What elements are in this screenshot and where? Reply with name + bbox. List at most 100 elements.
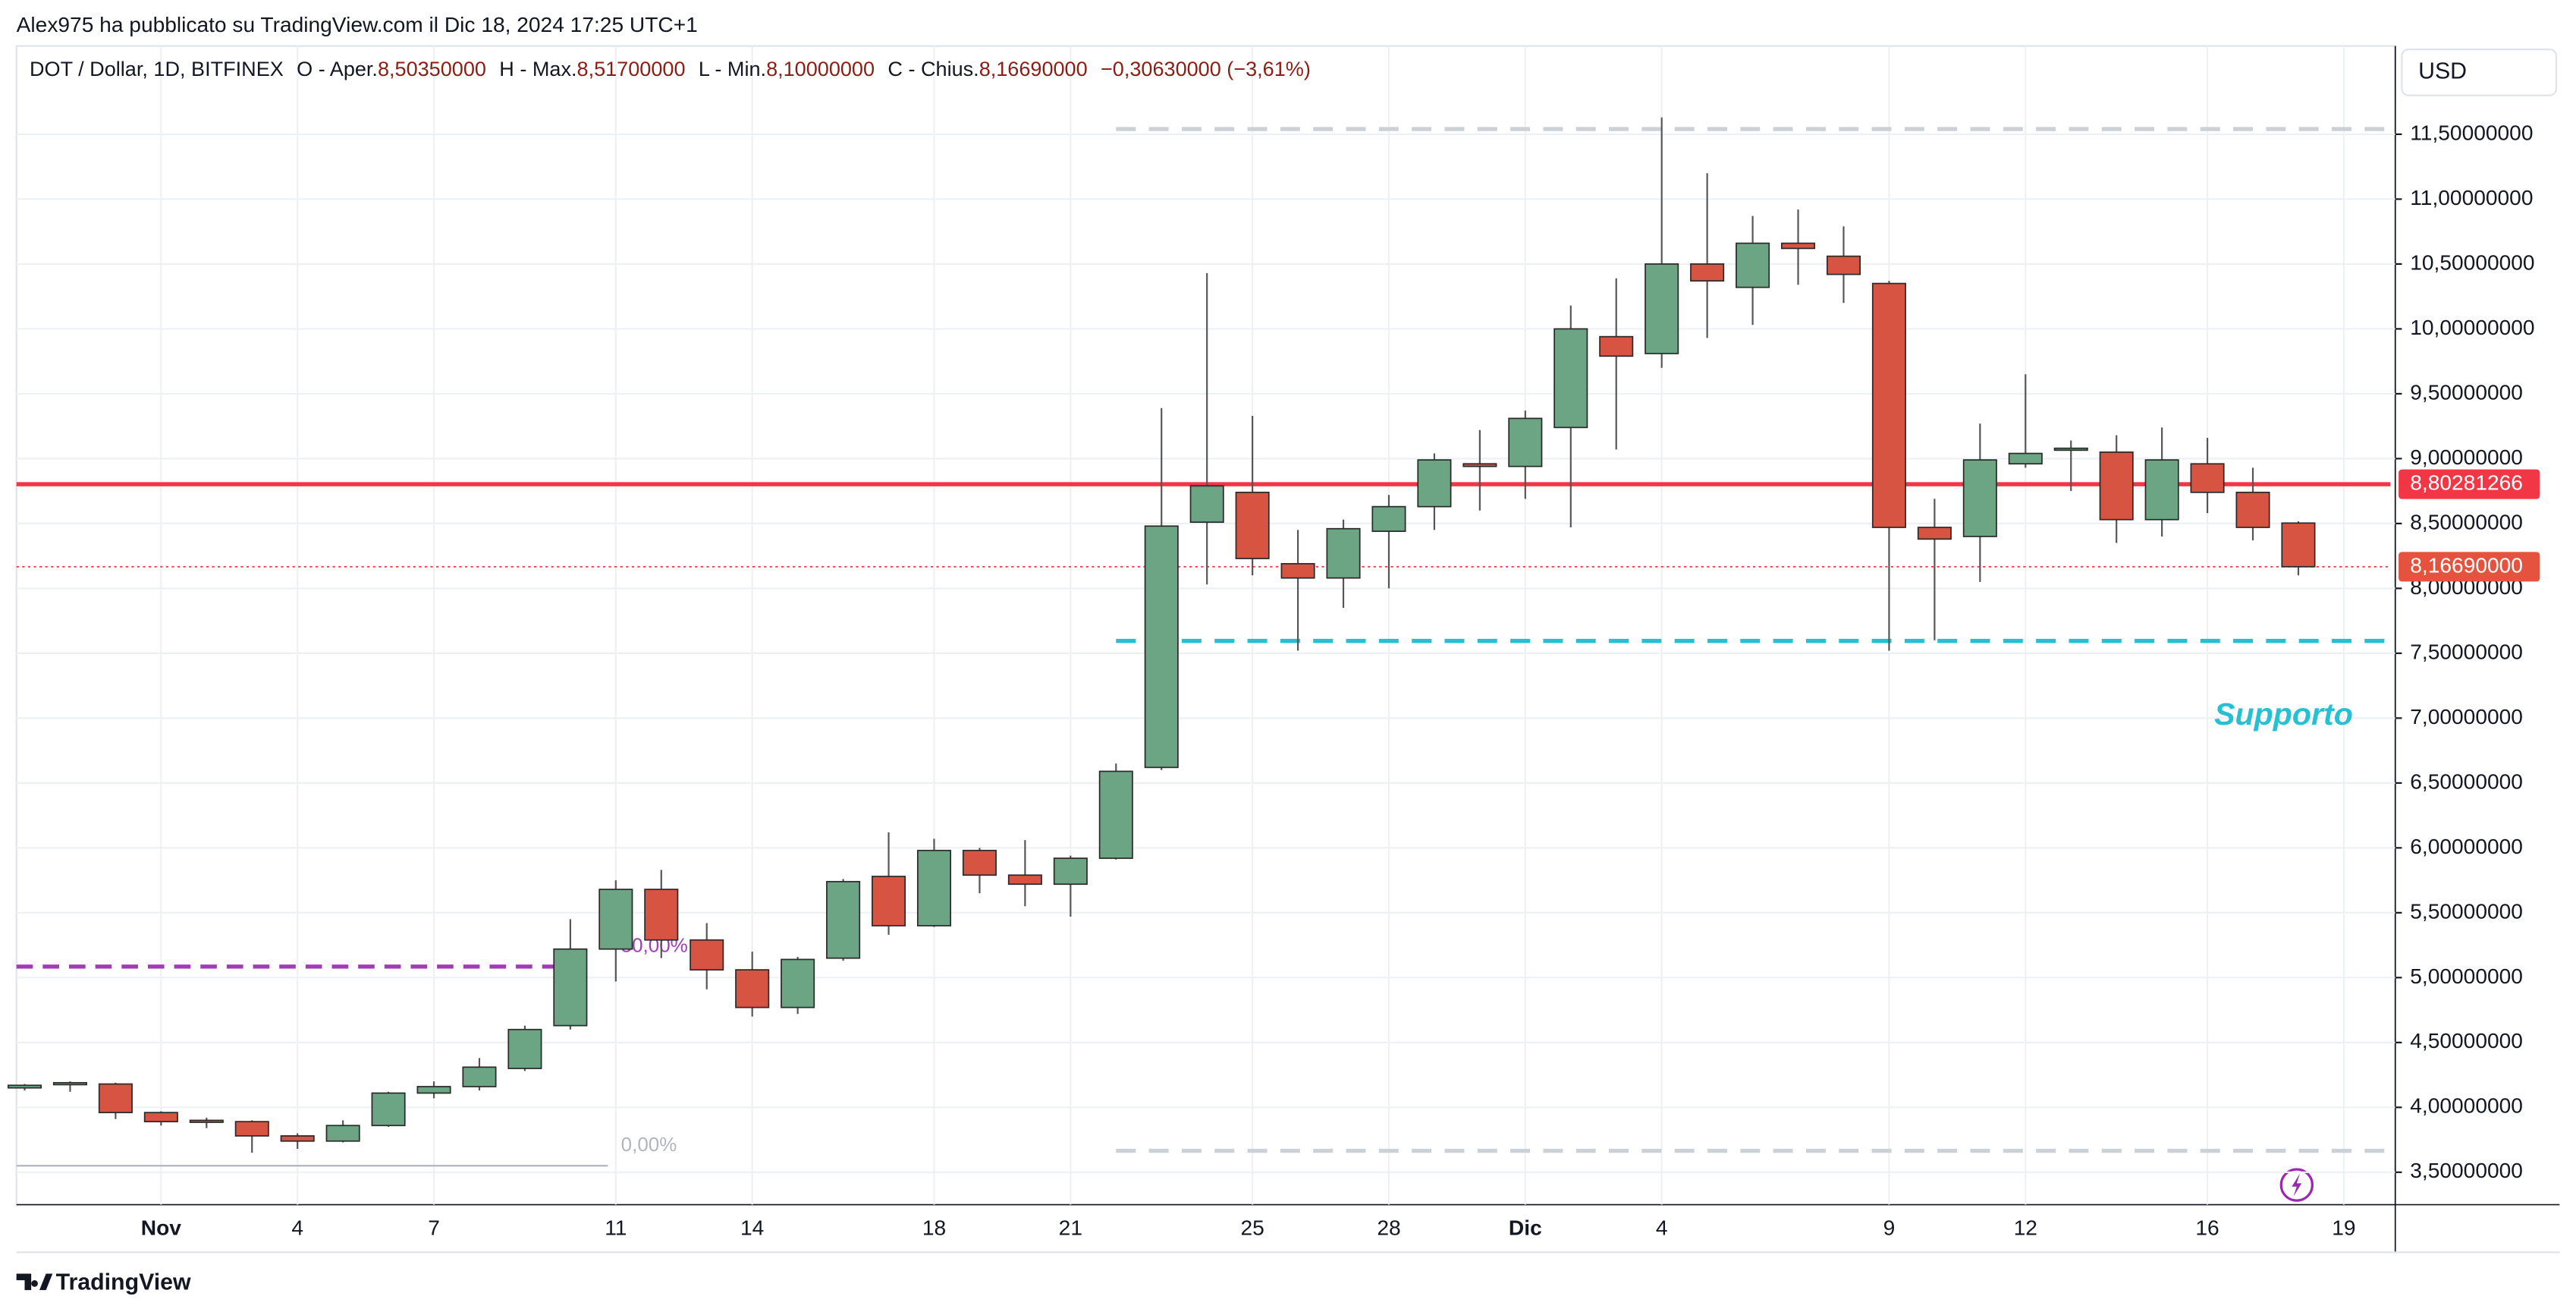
y-tick-label: 6,00000000 bbox=[2410, 835, 2523, 858]
y-tick-label: 3,50000000 bbox=[2410, 1159, 2523, 1182]
candle-body bbox=[2053, 447, 2088, 451]
y-tick-label: 11,50000000 bbox=[2410, 121, 2533, 144]
candle-body bbox=[1781, 242, 1816, 250]
candle-body bbox=[1553, 328, 1588, 429]
candle-body bbox=[598, 889, 633, 950]
candle-body bbox=[7, 1084, 42, 1089]
candle-body bbox=[553, 948, 588, 1027]
candle-body bbox=[2190, 463, 2225, 493]
y-tick-label: 5,00000000 bbox=[2410, 964, 2523, 988]
x-tick-label: 11 bbox=[605, 1216, 627, 1239]
lightning-icon[interactable] bbox=[2279, 1168, 2314, 1202]
x-tick-label: 14 bbox=[740, 1216, 764, 1239]
candle-body bbox=[826, 880, 861, 959]
candle-body bbox=[1417, 459, 1452, 508]
candle-body bbox=[690, 939, 724, 971]
candle-body bbox=[1462, 463, 1497, 467]
x-tick-label: 28 bbox=[1377, 1216, 1400, 1239]
x-tick-label: 12 bbox=[2014, 1216, 2037, 1239]
x-tick-label: 18 bbox=[922, 1216, 946, 1239]
legend-value: 8,50350000 bbox=[378, 57, 486, 80]
x-tick-label: 21 bbox=[1059, 1216, 1082, 1239]
y-tick-label: 7,00000000 bbox=[2410, 705, 2523, 728]
x-tick-label: 7 bbox=[428, 1216, 440, 1239]
legend-key: H - Max. bbox=[499, 57, 576, 80]
candle-body bbox=[1280, 563, 1315, 579]
annotation: Supporto bbox=[2214, 697, 2353, 732]
candle-body bbox=[2235, 491, 2270, 528]
legend-value: 8,16690000 bbox=[979, 57, 1088, 80]
candle-body bbox=[962, 849, 997, 876]
y-tick-label: 10,50000000 bbox=[2410, 250, 2534, 274]
x-tick-label: 4 bbox=[1656, 1216, 1668, 1239]
candle-body bbox=[143, 1112, 178, 1122]
candle-body bbox=[1053, 857, 1088, 886]
y-tick-label: 7,50000000 bbox=[2410, 640, 2523, 663]
x-tick-label: 4 bbox=[291, 1216, 303, 1239]
candle-body bbox=[189, 1119, 224, 1123]
legend: DOT / Dollar, 1D, BITFINEX O - Aper.8,503… bbox=[30, 57, 1311, 80]
level-label: 8,80281266 bbox=[2410, 471, 2523, 495]
y-tick-label: 4,00000000 bbox=[2410, 1094, 2523, 1118]
candle-body bbox=[872, 876, 906, 927]
candle-body bbox=[1962, 459, 1997, 537]
legend-key: O - Aper. bbox=[297, 57, 378, 80]
header: Alex975 ha pubblicato su TradingView.com… bbox=[17, 13, 698, 36]
candle-body bbox=[234, 1121, 269, 1137]
legend-value: 8,51700000 bbox=[577, 57, 686, 80]
candle-body bbox=[325, 1125, 360, 1142]
footer-brand: TradingView bbox=[56, 1270, 191, 1295]
candle-body bbox=[507, 1028, 542, 1069]
candle-body bbox=[98, 1083, 133, 1114]
x-tick-label: Dic bbox=[1509, 1216, 1542, 1239]
candle-body bbox=[1235, 491, 1270, 559]
currency: USD bbox=[2418, 58, 2467, 83]
fib-label: 0,00% bbox=[621, 1133, 677, 1156]
y-tick-label: 10,00000000 bbox=[2410, 316, 2534, 339]
candle-body bbox=[1098, 770, 1133, 859]
candle-body bbox=[280, 1135, 315, 1142]
candle-body bbox=[1326, 527, 1361, 579]
candle-body bbox=[1007, 874, 1042, 886]
candle-body bbox=[1871, 282, 1906, 528]
y-tick-label: 6,50000000 bbox=[2410, 769, 2523, 793]
candle-body bbox=[2008, 452, 2043, 465]
y-tick-label: 9,00000000 bbox=[2410, 445, 2523, 469]
candle-body bbox=[1508, 417, 1543, 467]
level-label-box bbox=[2399, 469, 2540, 499]
candle-body bbox=[1189, 485, 1224, 524]
y-tick-label: 4,50000000 bbox=[2410, 1029, 2523, 1052]
candle-body bbox=[1144, 525, 1179, 769]
candle-body bbox=[416, 1086, 451, 1094]
candle-body bbox=[916, 849, 952, 927]
footer-logo bbox=[16, 1273, 53, 1291]
legend-change: −0,30630000 (−3,61%) bbox=[1101, 57, 1311, 80]
candle-body bbox=[735, 969, 770, 1008]
candle-body bbox=[1645, 263, 1679, 354]
candle-body bbox=[371, 1092, 406, 1127]
candle-body bbox=[1736, 242, 1770, 288]
candle-body bbox=[781, 958, 815, 1008]
candle-body bbox=[1371, 505, 1406, 533]
legend-value: 8,10000000 bbox=[766, 57, 875, 80]
candle-body bbox=[1917, 527, 1952, 540]
candle-body bbox=[2281, 522, 2316, 568]
legend-key: L - Min. bbox=[699, 57, 766, 80]
x-tick-label: 16 bbox=[2195, 1216, 2219, 1239]
currency-box[interactable] bbox=[2401, 48, 2558, 96]
level-label-box bbox=[2399, 552, 2540, 582]
x-tick-label: Nov bbox=[141, 1216, 182, 1239]
x-tick-label: 9 bbox=[1883, 1216, 1896, 1239]
candle-body bbox=[2099, 451, 2134, 521]
level-label: 8,16690000 bbox=[2410, 553, 2523, 577]
y-tick-label: 5,50000000 bbox=[2410, 899, 2523, 923]
x-tick-label: 25 bbox=[1240, 1216, 1264, 1239]
x-tick-label: 19 bbox=[2332, 1216, 2355, 1239]
candle-body bbox=[1826, 255, 1861, 275]
y-tick-label: 8,50000000 bbox=[2410, 510, 2523, 533]
y-tick-label: 11,00000000 bbox=[2410, 186, 2533, 209]
grid bbox=[16, 46, 2395, 1205]
y-tick-label: 9,50000000 bbox=[2410, 380, 2523, 404]
candle-body bbox=[1690, 263, 1725, 282]
